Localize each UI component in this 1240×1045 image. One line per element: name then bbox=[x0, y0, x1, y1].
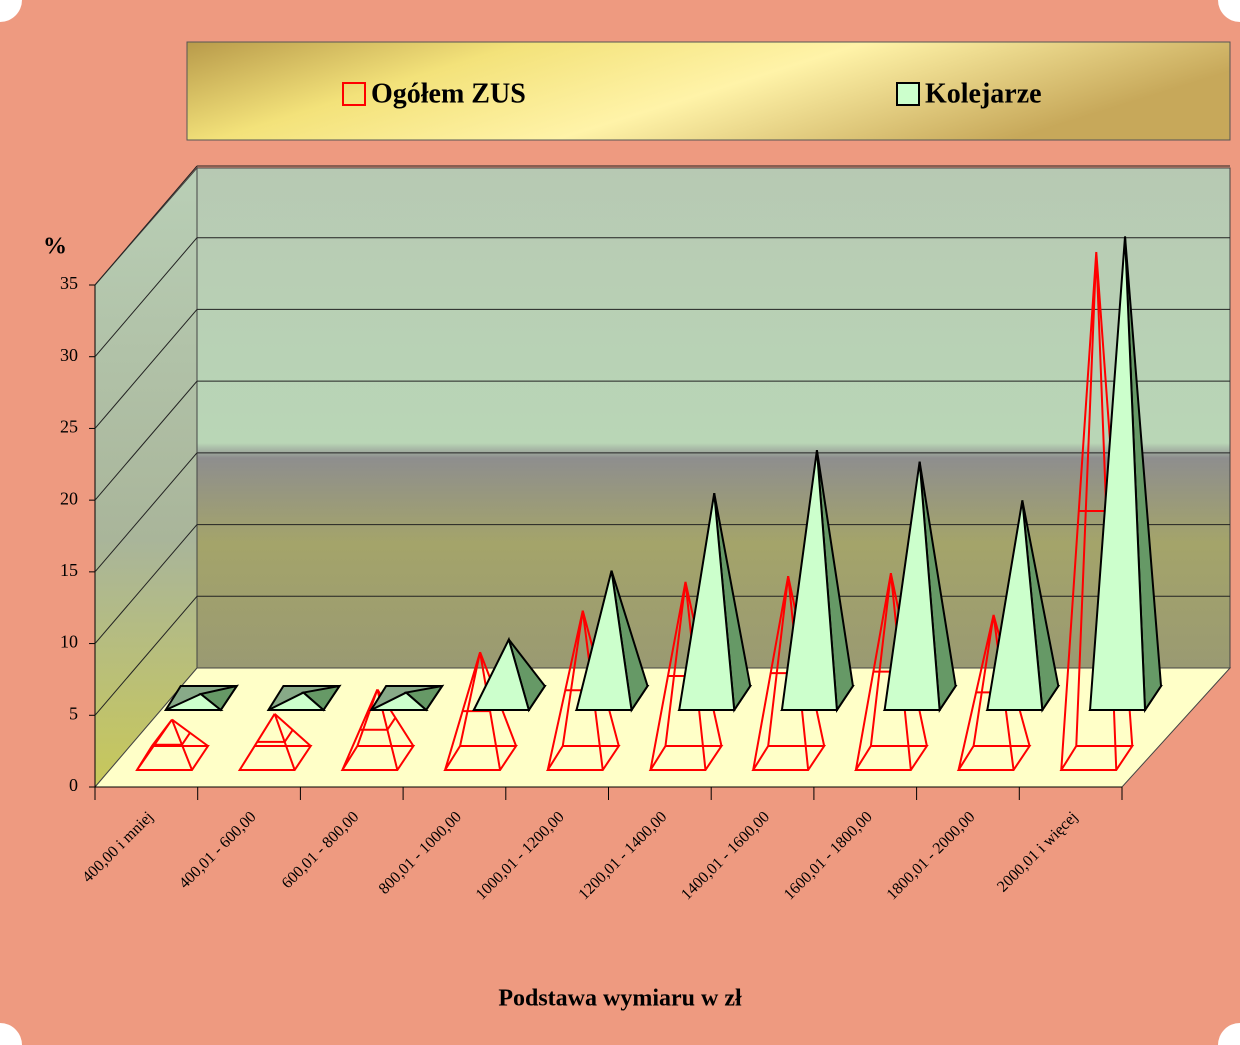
corner bbox=[0, 0, 22, 22]
pyramid bbox=[574, 570, 650, 713]
pyramid bbox=[266, 684, 342, 712]
legend-label: Kolejarze bbox=[925, 78, 1042, 109]
y-tick-label: 20 bbox=[60, 488, 78, 508]
pyramid-face bbox=[780, 450, 839, 711]
y-tick-label: 10 bbox=[60, 632, 78, 652]
corner bbox=[1218, 1023, 1240, 1045]
y-tick-label: 25 bbox=[60, 417, 78, 437]
pyramid bbox=[1088, 236, 1163, 714]
grid-line bbox=[94, 524, 198, 644]
y-tick-label: 5 bbox=[69, 703, 78, 723]
grid-line bbox=[94, 165, 198, 286]
pyramid bbox=[985, 500, 1061, 713]
y-tick-label: 30 bbox=[60, 345, 78, 365]
y-tick-label: 35 bbox=[60, 273, 78, 293]
pyramid bbox=[340, 688, 416, 771]
pyramid bbox=[135, 718, 210, 771]
grid-line bbox=[94, 452, 198, 573]
pyramid-face bbox=[575, 570, 633, 711]
grid-line bbox=[94, 309, 198, 429]
pyramid-face bbox=[267, 691, 327, 711]
legend-label: Ogółem ZUS bbox=[371, 78, 526, 109]
pyramid bbox=[472, 636, 547, 713]
grid-line bbox=[94, 380, 198, 501]
pyramid bbox=[677, 493, 753, 713]
pyramid bbox=[163, 684, 239, 712]
pyramid bbox=[882, 461, 958, 713]
pyramid bbox=[369, 684, 445, 712]
y-axis-label: % bbox=[43, 234, 67, 260]
pyramid-face bbox=[472, 636, 531, 711]
y-tick-label: 15 bbox=[60, 560, 78, 580]
pyramid-face bbox=[370, 691, 429, 711]
pyramid-face bbox=[986, 500, 1044, 711]
grid-line bbox=[94, 237, 198, 358]
x-axis-label: Podstawa wymiaru w zł bbox=[498, 986, 742, 1012]
pyramid-face bbox=[1088, 236, 1147, 711]
pyramid-face bbox=[883, 461, 941, 711]
legend-box bbox=[186, 41, 1231, 141]
pyramid-face bbox=[678, 493, 736, 711]
pyramid bbox=[237, 713, 313, 771]
legend-swatch bbox=[896, 82, 920, 106]
pyramid bbox=[780, 450, 855, 713]
pyramid-face bbox=[165, 692, 224, 711]
corner bbox=[0, 1023, 22, 1045]
y-tick-label: 0 bbox=[69, 775, 78, 795]
legend-swatch bbox=[342, 82, 366, 106]
corner bbox=[1218, 0, 1240, 22]
grid-line bbox=[94, 595, 198, 716]
